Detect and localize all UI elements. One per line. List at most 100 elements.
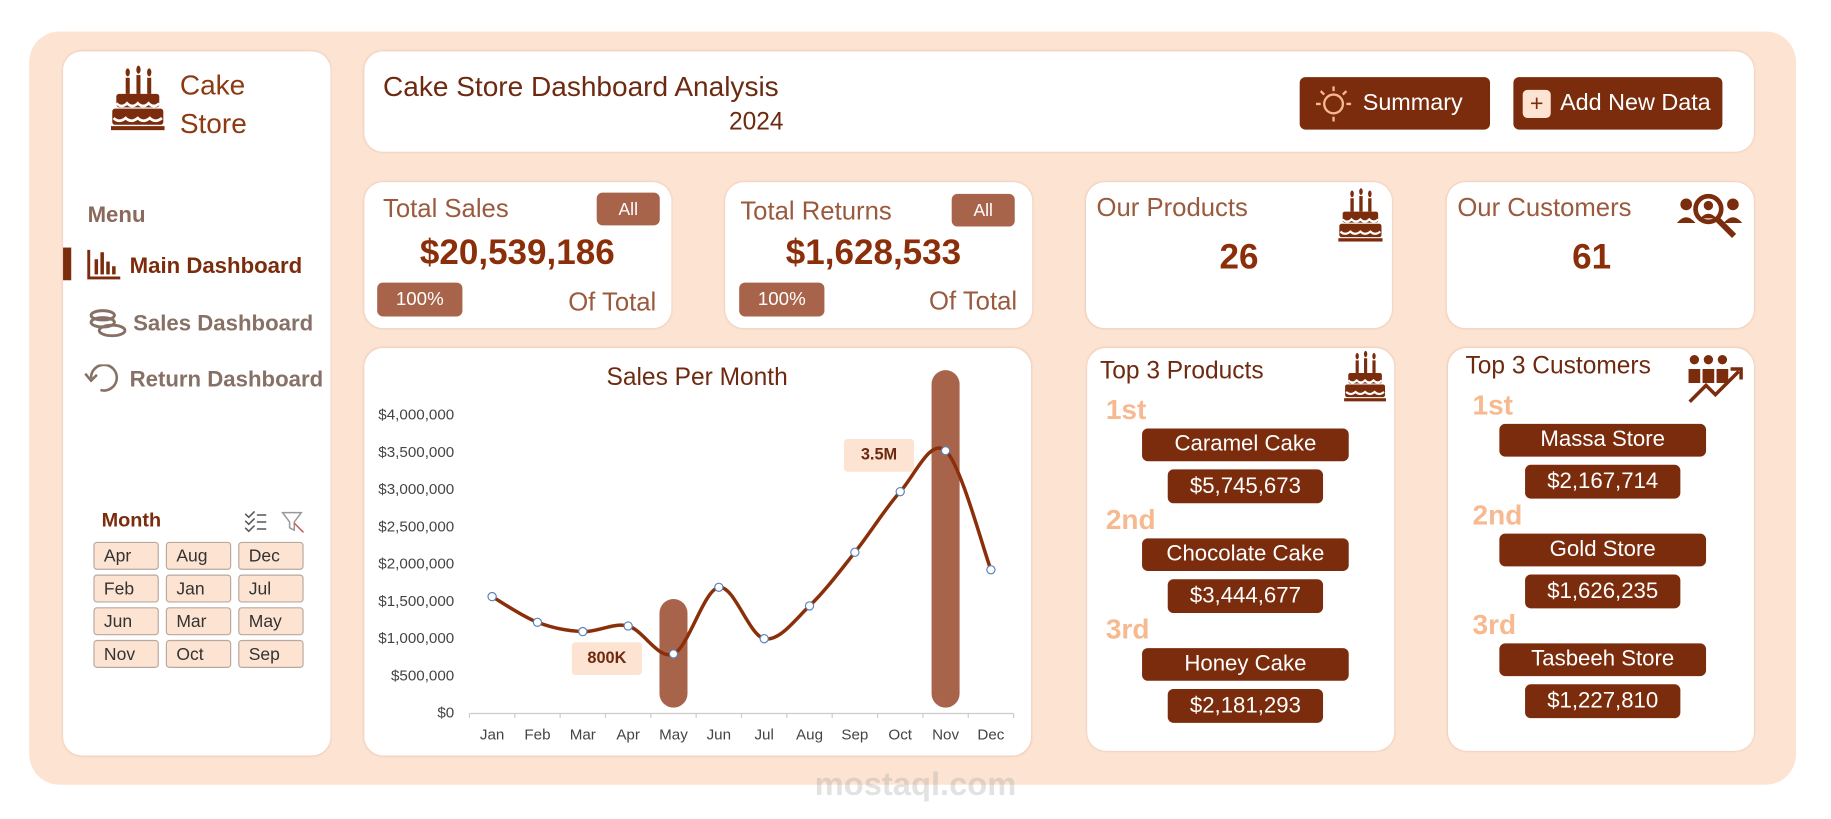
kpi-title: Our Products (1096, 192, 1248, 222)
plus-icon: + (1522, 89, 1551, 118)
x-tick-label: Apr (616, 727, 640, 744)
share-label: Of Total (568, 287, 657, 317)
month-button[interactable]: Apr (93, 541, 159, 570)
filter-icons (244, 510, 305, 533)
menu-item[interactable]: Main Dashboard (129, 254, 303, 280)
point (850, 547, 860, 557)
button-label: Add New Data (1560, 89, 1711, 116)
menu-title: Menu (87, 203, 146, 228)
y-tick-label: $500,000 (391, 667, 454, 684)
cake-icon (1338, 187, 1383, 243)
filter-button[interactable]: All (951, 193, 1015, 227)
filter-title: Month (101, 509, 162, 532)
month-button[interactable]: Sep (238, 639, 304, 668)
point (532, 617, 543, 627)
x-tick-label: Mar (570, 727, 596, 744)
rank: 3rd (1105, 614, 1150, 646)
active-indicator (63, 247, 72, 281)
y-tick-label: $2,000,000 (378, 556, 454, 573)
rank: 2nd (1105, 504, 1156, 536)
data-label: 800K (587, 649, 626, 667)
rank: 3rd (1472, 609, 1517, 642)
x-tick-label: Jan (480, 727, 504, 744)
section-title: Top 3 Products (1100, 357, 1264, 385)
chart-title: Sales Per Month (607, 364, 788, 391)
kpi-value: $20,539,186 (419, 233, 615, 273)
value-badge: $5,745,673 (1167, 469, 1324, 504)
kpi-value: $1,628,533 (785, 233, 962, 273)
menu-icon (84, 364, 119, 392)
kpi-value: 61 (1572, 238, 1612, 277)
menu-icon (87, 249, 121, 280)
filter-button[interactable]: All (596, 192, 660, 226)
y-tick-label: $1,000,000 (378, 630, 454, 647)
name-badge: Caramel Cake (1142, 428, 1349, 462)
sales-line (491, 446, 993, 657)
name-badge: Honey Cake (1142, 648, 1349, 681)
share-badge: 100% (739, 282, 825, 317)
rank: 1st (1472, 390, 1514, 422)
point (804, 601, 815, 611)
point (714, 582, 724, 592)
month-button[interactable]: May (238, 607, 304, 636)
month-button[interactable]: Aug (165, 541, 232, 570)
kpi-card (1085, 182, 1392, 329)
rank: 1st (1105, 394, 1147, 427)
month-button[interactable]: Jul (238, 574, 304, 603)
y-tick-label: $2,500,000 (378, 518, 454, 535)
month-button[interactable]: Dec (238, 541, 304, 570)
y-tick-label: $1,500,000 (378, 593, 454, 610)
bulb-icon (1316, 85, 1352, 121)
name-badge: Chocolate Cake (1142, 538, 1349, 572)
chart-card (364, 347, 1032, 756)
x-tick-label: Oct (888, 727, 912, 744)
point (668, 649, 679, 659)
value-badge: $2,167,714 (1525, 464, 1681, 499)
x-tick-label: Aug (796, 727, 823, 744)
menu-icon (89, 309, 127, 338)
month-button[interactable]: Jan (165, 574, 232, 603)
add-data-button[interactable]: + Add New Data (1513, 77, 1723, 130)
kpi-title: Our Customers (1457, 192, 1632, 222)
month-button[interactable]: Nov (93, 639, 159, 668)
brand: Cake (179, 70, 246, 102)
x-tick-label: Jun (707, 727, 731, 744)
share-label: Of Total (929, 286, 1018, 316)
y-tick-label: $3,500,000 (378, 444, 454, 461)
line-chart: Sales Per Month $0 $500,000 $1,000,000 $1,5… (378, 364, 1015, 744)
logo-icon (110, 64, 165, 132)
value-badge: $1,227,810 (1525, 684, 1681, 719)
month-button[interactable]: Feb (93, 574, 159, 603)
point (759, 633, 769, 644)
customers-icon (1676, 193, 1743, 238)
month-button[interactable]: Mar (165, 607, 232, 636)
brand: Store (179, 108, 247, 141)
value-badge: $3,444,677 (1167, 579, 1324, 614)
data-label: 3.5M (861, 446, 897, 464)
x-tick-label: Sep (841, 727, 868, 744)
header-title: Cake Store Dashboard Analysis (383, 71, 779, 103)
section-title: Top 3 Customers (1465, 352, 1651, 380)
y-tick-label: $0 (437, 704, 454, 721)
y-tick-label: $4,000,000 (378, 407, 454, 424)
menu-item[interactable]: Return Dashboard (129, 367, 324, 393)
kpi-title: Total Returns (740, 196, 892, 226)
y-tick-label: $3,000,000 (378, 481, 454, 498)
rank: 2nd (1472, 499, 1523, 532)
watermark: mostaql.com (814, 766, 1017, 803)
month-button[interactable]: Jun (93, 607, 159, 636)
x-tick-label: Nov (932, 727, 959, 744)
summary-button[interactable]: Summary (1299, 77, 1491, 130)
highlight-band (931, 370, 960, 708)
button-label: Summary (1362, 89, 1463, 116)
name-badge: Massa Store (1499, 423, 1707, 457)
x-tick-label: Jul (754, 727, 773, 744)
kpi-value: 26 (1219, 238, 1259, 277)
label-box (571, 642, 642, 675)
month-button[interactable]: Oct (165, 639, 232, 668)
sidebar (63, 51, 331, 756)
point (623, 621, 633, 631)
menu-item[interactable]: Sales Dashboard (133, 311, 314, 337)
